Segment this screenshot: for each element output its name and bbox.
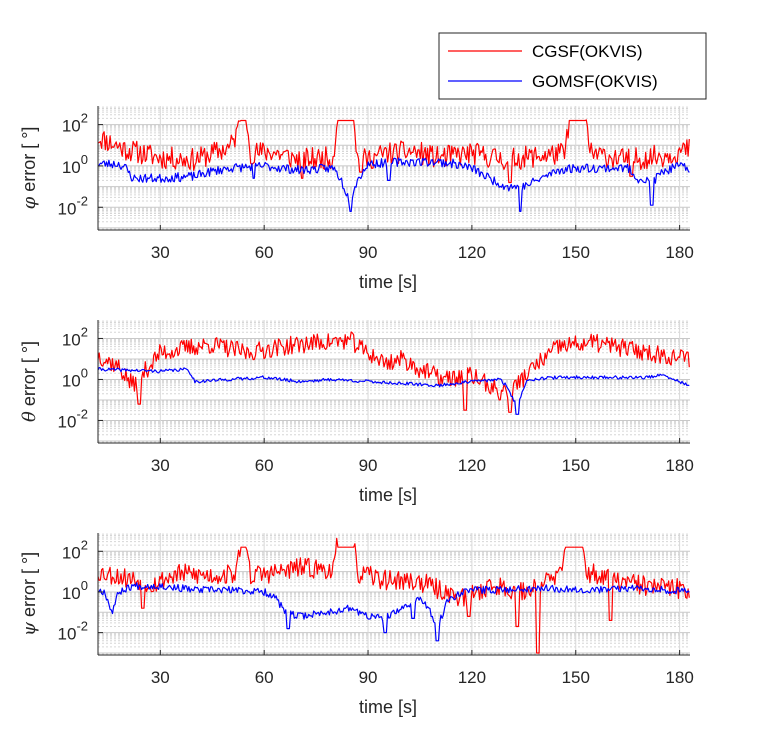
x-tick-label: 180 [665,456,693,475]
panel-2: 30 60 90 120 150 180 102 100 10-2 time [s] θ error… [19,320,694,505]
legend-label: CGSF(OKVIS) [532,42,643,61]
series-line-cgsf [97,537,690,654]
y-tick-label: 102 [62,111,88,136]
legend-label: GOMSF(OKVIS) [532,72,658,91]
x-tick-label: 30 [151,456,170,475]
series-line-cgsf [97,119,690,184]
x-tick-label: 120 [458,243,486,262]
panel-1: 30 60 90 120 150 180 102 100 10-2 time [s] φ error… [19,106,694,292]
legend: CGSF(OKVIS) GOMSF(OKVIS) [438,32,707,100]
y-tick-label: 100 [62,365,88,390]
y-axis-label: ψ error [ °] [19,552,40,636]
y-axis-label: φ error [ °] [19,127,40,210]
y-tick-label: 102 [62,537,88,562]
series-line-gomsf [97,157,690,212]
x-axis-label: time [s] [359,697,417,717]
x-tick-label: 60 [255,243,274,262]
x-tick-label: 90 [359,243,378,262]
x-tick-label: 180 [665,668,693,687]
x-tick-label: 180 [665,243,693,262]
series-line-gomsf [97,582,690,642]
y-axis-label: θ error [ °] [19,341,40,422]
x-tick-label: 60 [255,668,274,687]
series-line-gomsf [97,367,690,415]
x-tick-label: 150 [562,456,590,475]
x-tick-label: 30 [151,668,170,687]
x-tick-label: 150 [562,668,590,687]
series-line-cgsf [97,331,690,413]
y-tick-label: 10-2 [58,193,88,218]
y-tick-label: 102 [62,324,88,349]
y-tick-label: 10-2 [58,619,88,644]
y-tick-label: 100 [62,578,88,603]
panel-3: 30 60 90 120 150 180 102 100 10-2 time [s] ψ error… [19,533,694,717]
y-tick-label: 100 [62,152,88,177]
x-axis-label: time [s] [359,272,417,292]
x-axis-label: time [s] [359,485,417,505]
x-tick-label: 120 [458,456,486,475]
x-tick-label: 90 [359,668,378,687]
x-tick-label: 60 [255,456,274,475]
legend-box [438,32,707,100]
y-tick-label: 10-2 [58,406,88,431]
x-tick-label: 90 [359,456,378,475]
x-tick-label: 150 [562,243,590,262]
x-tick-label: 30 [151,243,170,262]
x-tick-label: 120 [458,668,486,687]
